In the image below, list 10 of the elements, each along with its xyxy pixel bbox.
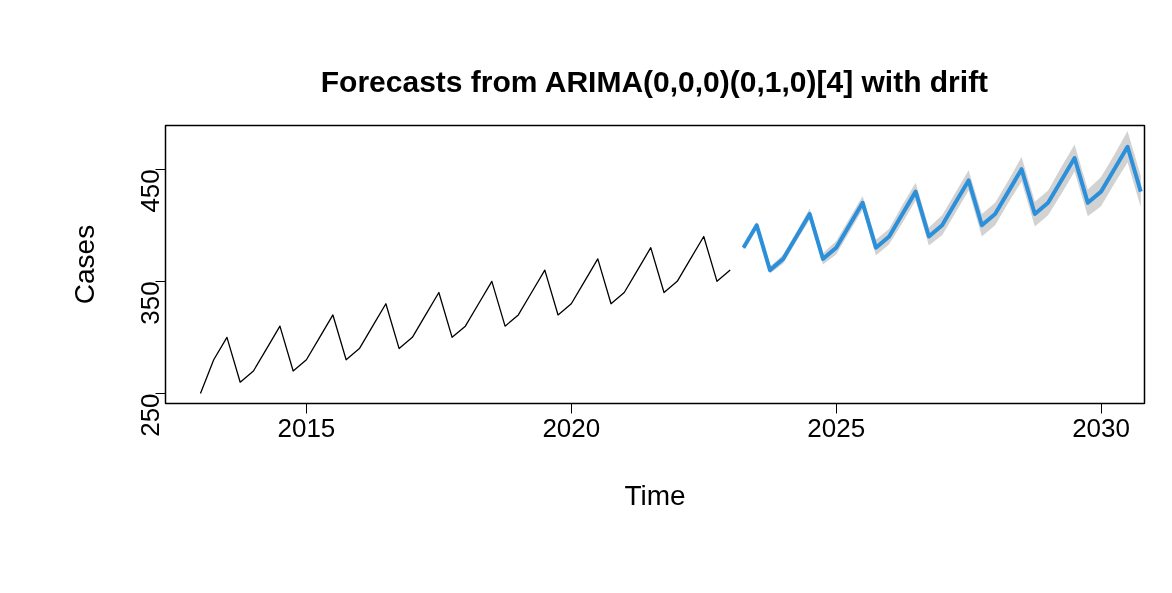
- y-tick-label: 350: [135, 281, 166, 325]
- y-tick-label: 450: [135, 169, 166, 213]
- x-tick-label: 2025: [807, 412, 866, 443]
- chart-title: Forecasts from ARIMA(0,0,0)(0,1,0)[4] with drift: [320, 65, 989, 98]
- x-tick-label: 2015: [277, 412, 336, 443]
- x-axis-title: Time: [624, 479, 686, 511]
- x-tick-label: 2030: [1072, 412, 1130, 443]
- y-tick-label: 250: [135, 393, 166, 437]
- x-tick-label: 2020: [542, 412, 601, 443]
- y-axis-title: Cases: [68, 224, 100, 305]
